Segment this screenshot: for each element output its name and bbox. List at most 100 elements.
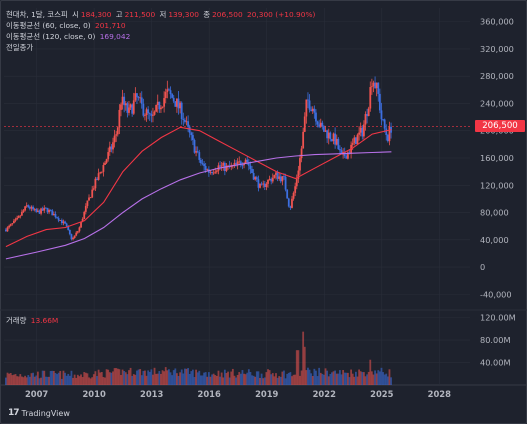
volume-bar [366, 374, 368, 385]
prev-close-legend[interactable]: 전일종가 [6, 43, 35, 53]
candle-body [57, 218, 60, 221]
volume-bar [386, 376, 389, 385]
volume-bar [152, 374, 154, 385]
candle-body [140, 97, 143, 104]
candle-body [163, 98, 166, 107]
candle-body [239, 161, 242, 166]
volume-bar [118, 369, 121, 385]
candle-body [116, 127, 119, 135]
volume-bar [8, 373, 11, 385]
price-tick-label: 360,000 [480, 17, 514, 27]
volume-bar [321, 373, 324, 385]
candle-body [118, 109, 121, 128]
volume-bar [14, 374, 17, 385]
candle-body [88, 197, 90, 201]
candle-body [25, 205, 28, 207]
volume-bar [196, 372, 199, 385]
volume-bar [188, 373, 191, 385]
candle-body [241, 165, 244, 166]
volume-bar [190, 371, 193, 385]
candle-body [177, 98, 180, 109]
candle-body [89, 197, 92, 199]
volume-bar [326, 370, 329, 385]
candle-body [206, 169, 209, 171]
candle-body [72, 238, 74, 240]
brand-label: TradingView [21, 408, 70, 418]
volume-bar [268, 370, 271, 385]
volume-bar [116, 368, 119, 385]
candle-body [40, 208, 42, 214]
volume-bar [124, 372, 127, 385]
candle-body [366, 114, 368, 117]
candle-body [339, 149, 341, 151]
volume-bar [168, 369, 170, 385]
low-label: 저 [159, 10, 167, 19]
volume-bar [36, 371, 39, 385]
time-tick-label: 2013 [140, 389, 163, 399]
candle-body [107, 152, 110, 160]
volume-legend[interactable]: 거래량 13.66M [6, 316, 60, 326]
candle-body [303, 116, 306, 132]
volume-bar [198, 370, 201, 385]
candle-body [166, 89, 169, 93]
candle-body [104, 162, 106, 165]
candle-body [124, 103, 127, 106]
candle-body [164, 92, 167, 99]
tradingview-brand[interactable]: 17 TradingView [8, 408, 70, 418]
volume-bar [259, 377, 261, 385]
candle-body [83, 211, 86, 219]
volume-bar [375, 373, 378, 385]
volume-bar [257, 371, 260, 385]
candle-body [174, 101, 177, 107]
volume-bar [180, 369, 183, 385]
symbol-label[interactable]: 현대차, 1달, 코스피 [6, 10, 68, 19]
candle-body [67, 226, 70, 230]
volume-bar [56, 374, 58, 385]
volume-bar [334, 370, 337, 385]
volume-bar [348, 377, 351, 385]
volume-bar [46, 376, 49, 385]
candle-body [121, 96, 124, 105]
candle-body [247, 162, 250, 166]
volume-bars-group [5, 331, 392, 385]
volume-bar [239, 373, 242, 385]
candle-body [220, 165, 223, 167]
candle-body [251, 168, 253, 174]
candle-body [46, 207, 49, 213]
volume-bar [75, 377, 78, 385]
volume-bar [187, 368, 189, 385]
candle-body [297, 170, 300, 179]
volume-bar [185, 368, 188, 385]
volume-bar [278, 376, 281, 385]
volume-bar [16, 376, 19, 385]
candle-body [386, 135, 389, 142]
candle-body [48, 209, 50, 213]
volume-bar [19, 374, 22, 385]
candle-body [76, 231, 79, 233]
candle-body [33, 208, 36, 210]
volume-bar [262, 378, 265, 385]
candle-body [19, 215, 22, 217]
volume-bar [283, 370, 285, 385]
candle-body [356, 134, 359, 145]
volume-bar [148, 371, 151, 385]
ma120-legend[interactable]: 이동평균선 (120, close, 0) 169,042 [6, 32, 132, 42]
candle-body [169, 90, 172, 95]
volume-bar [126, 374, 129, 385]
volume-bar [270, 374, 273, 385]
ma60-legend[interactable]: 이동평균선 (60, close, 0) 201,710 [6, 21, 128, 31]
candle-body [17, 216, 20, 218]
volume-bar [318, 367, 321, 385]
candle-body [176, 98, 178, 107]
candle-body [60, 220, 63, 224]
volume-bar [260, 373, 263, 385]
volume-bar [100, 372, 103, 385]
volume-bar [30, 373, 33, 385]
candle-body [62, 221, 65, 224]
candle-body [145, 109, 148, 116]
open-value: 184,300 [80, 10, 112, 19]
candle-body [262, 183, 265, 185]
candle-body [347, 152, 349, 159]
candle-body [81, 218, 84, 222]
